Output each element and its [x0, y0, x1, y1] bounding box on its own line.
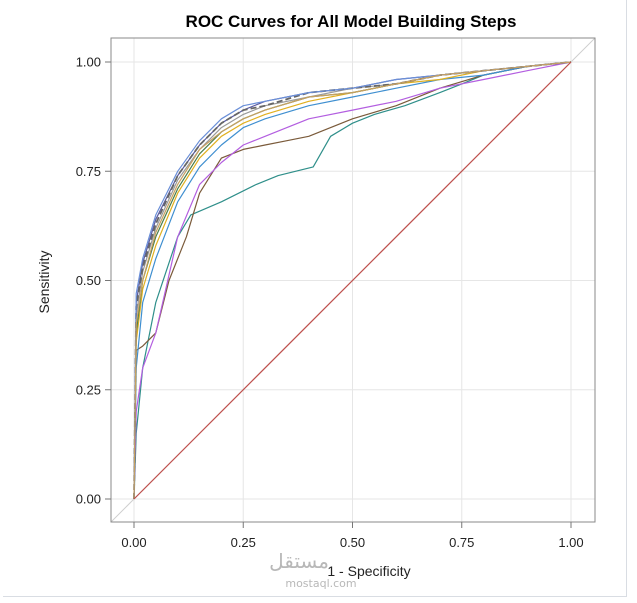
roc-chart: ROC Curves for All Model Building Steps … [36, 12, 596, 590]
x-tick-label: 1.00 [558, 535, 583, 550]
y-axis-label: Sensitivity [36, 250, 52, 313]
y-tick-group: 0.00 0.25 0.50 0.75 1.00 [76, 55, 111, 507]
y-tick-label: 0.50 [76, 273, 101, 288]
series-line-11 [133, 61, 572, 500]
series-line-4 [133, 61, 572, 500]
x-tick-label: 0.00 [121, 535, 146, 550]
x-tick-group: 0.00 0.25 0.50 0.75 1.00 [121, 522, 584, 550]
series-line-5 [133, 61, 572, 500]
x-tick-label: 0.25 [231, 535, 256, 550]
x-tick-label: 0.50 [340, 535, 365, 550]
y-tick-label: 1.00 [76, 55, 101, 70]
chart-panel: ROC Curves for All Model Building Steps … [3, 0, 627, 597]
series-line-12 [133, 61, 572, 500]
series-line-3 [133, 61, 572, 500]
series-group [133, 61, 572, 500]
series-line-9 [133, 61, 572, 500]
watermark-text: mostaql.com [285, 577, 356, 590]
y-tick-label: 0.75 [76, 164, 101, 179]
y-tick-label: 0.00 [76, 492, 101, 507]
chart-title: ROC Curves for All Model Building Steps [186, 12, 517, 31]
y-tick-label: 0.25 [76, 382, 101, 397]
x-axis-label: 1 - Specificity [327, 563, 410, 579]
x-tick-label: 0.75 [449, 535, 474, 550]
watermark-logo: مستقل [269, 549, 329, 573]
